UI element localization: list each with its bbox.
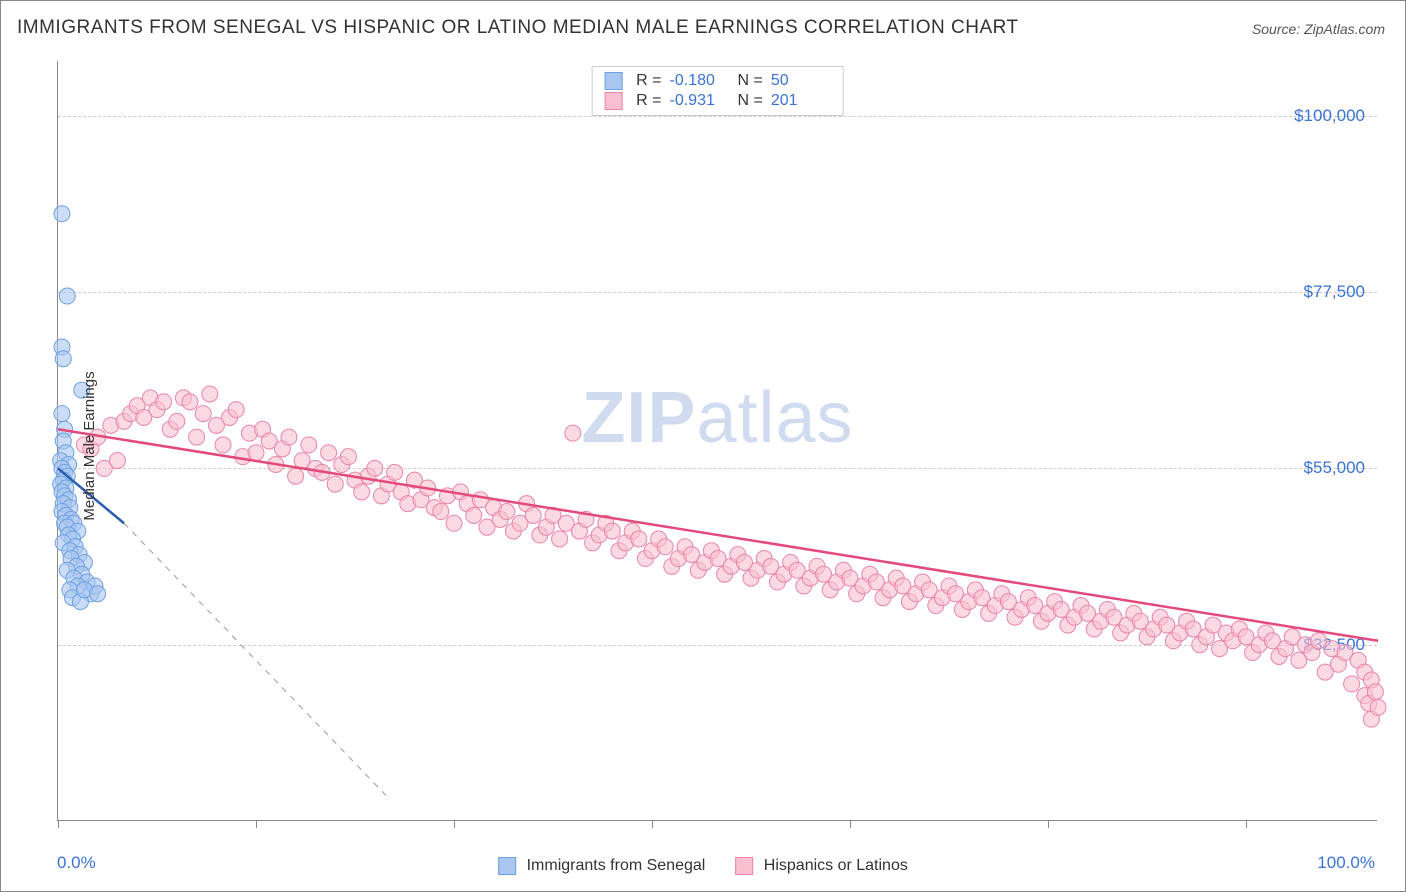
r-label: R = <box>636 72 661 90</box>
source-attribution: Source: ZipAtlas.com <box>1252 21 1385 37</box>
data-point <box>228 402 244 418</box>
data-point <box>565 425 581 441</box>
data-point <box>281 429 297 445</box>
n-value-blue: 50 <box>771 72 831 90</box>
legend-item-pink: Hispanics or Latinos <box>735 857 908 875</box>
bottom-legend: Immigrants from Senegal Hispanics or Lat… <box>498 857 908 875</box>
n-label: N = <box>738 72 763 90</box>
stats-legend-row-blue: R = -0.180 N = 50 <box>604 71 831 91</box>
data-point <box>433 504 449 520</box>
x-axis-label-right: 100.0% <box>1317 853 1375 873</box>
data-point <box>54 206 70 222</box>
xtick <box>652 820 653 828</box>
xtick <box>850 820 851 828</box>
data-point <box>327 476 343 492</box>
data-point <box>466 507 482 523</box>
n-value-pink: 201 <box>771 92 831 110</box>
data-point <box>367 460 383 476</box>
data-point <box>387 464 403 480</box>
data-point <box>604 523 620 539</box>
data-point <box>195 406 211 422</box>
data-point <box>354 484 370 500</box>
x-axis-label-left: 0.0% <box>57 853 96 873</box>
data-point <box>446 515 462 531</box>
legend-swatch-pink <box>735 857 753 875</box>
data-point <box>215 437 231 453</box>
xtick <box>58 820 59 828</box>
data-point <box>288 468 304 484</box>
data-point <box>552 531 568 547</box>
data-point <box>54 406 70 422</box>
legend-item-blue: Immigrants from Senegal <box>498 857 705 875</box>
xtick <box>1246 820 1247 828</box>
data-point <box>90 586 106 602</box>
xtick <box>1048 820 1049 828</box>
legend-swatch-blue <box>604 72 622 90</box>
data-point <box>1367 684 1383 700</box>
trend-line <box>58 429 1378 641</box>
legend-label-blue: Immigrants from Senegal <box>527 857 706 874</box>
data-point <box>499 504 515 520</box>
plot-area: ZIPatlas $32,500$55,000$77,500$100,000 R… <box>57 61 1377 821</box>
data-point <box>1370 699 1386 715</box>
legend-swatch-blue <box>498 857 516 875</box>
data-point <box>55 351 71 367</box>
r-label: R = <box>636 92 661 110</box>
chart-svg <box>58 61 1377 820</box>
data-point <box>182 394 198 410</box>
data-point <box>301 437 317 453</box>
legend-label-pink: Hispanics or Latinos <box>764 857 908 874</box>
data-point <box>169 413 185 429</box>
data-point <box>156 394 172 410</box>
data-point <box>340 449 356 465</box>
trend-line <box>124 523 388 797</box>
chart-title: IMMIGRANTS FROM SENEGAL VS HISPANIC OR L… <box>17 17 1019 39</box>
y-axis-label: Median Male Earnings <box>81 371 98 520</box>
data-point <box>189 429 205 445</box>
n-label: N = <box>738 92 763 110</box>
data-point <box>59 288 75 304</box>
data-point <box>657 539 673 555</box>
legend-swatch-pink <box>604 92 622 110</box>
xtick <box>256 820 257 828</box>
data-point <box>631 531 647 547</box>
r-value-pink: -0.931 <box>670 92 730 110</box>
data-point <box>321 445 337 461</box>
xtick <box>454 820 455 828</box>
data-point <box>109 453 125 469</box>
trend-lines <box>58 429 1378 797</box>
series-pink-points <box>76 386 1386 727</box>
data-point <box>1344 676 1360 692</box>
chart-container: IMMIGRANTS FROM SENEGAL VS HISPANIC OR L… <box>0 0 1406 892</box>
stats-legend-row-pink: R = -0.931 N = 201 <box>604 91 831 111</box>
data-point <box>248 445 264 461</box>
stats-legend: R = -0.180 N = 50 R = -0.931 N = 201 <box>591 66 844 116</box>
data-point <box>525 507 541 523</box>
r-value-blue: -0.180 <box>670 72 730 90</box>
data-point <box>202 386 218 402</box>
